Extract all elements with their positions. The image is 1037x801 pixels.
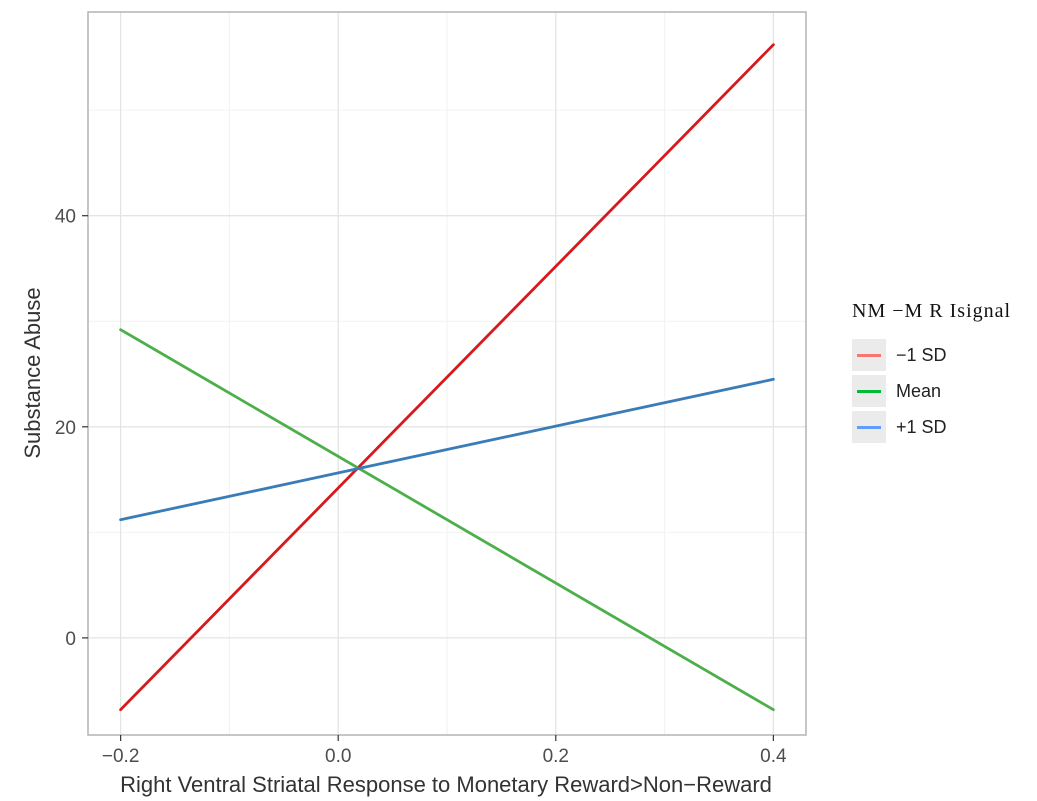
series-lines	[119, 43, 775, 712]
legend-swatch-line	[857, 353, 881, 357]
axes: −0.2 0.0 0.2 0.4 0 20 40	[55, 207, 787, 767]
grid	[88, 12, 806, 735]
y-tick-label: 20	[55, 418, 76, 439]
legend-swatch-line	[857, 425, 881, 429]
series-line	[119, 377, 775, 522]
legend-label: −1 SD	[896, 344, 947, 365]
x-tick-label: 0.4	[760, 746, 787, 767]
legend-item-mean: Mean	[852, 373, 1011, 409]
legend-title: NM −M R Isignal	[852, 300, 1012, 322]
x-tick-label: 0.0	[325, 746, 351, 767]
panel-border	[87, 11, 807, 736]
legend-item-minus-1sd: −1 SD	[852, 337, 1011, 373]
legend-label: Mean	[896, 380, 942, 401]
x-tick-label: −0.2	[102, 746, 140, 767]
legend: NM −M R Isignal −1 SD Mean +1 SD	[852, 300, 1011, 445]
y-tick-label: 0	[65, 629, 76, 650]
legend-key	[852, 339, 886, 371]
legend-item-plus-1sd: +1 SD	[852, 409, 1011, 445]
legend-key	[852, 411, 886, 443]
legend-label: +1 SD	[896, 416, 947, 437]
y-axis-title: Substance Abuse	[20, 287, 45, 458]
legend-swatch-line	[857, 389, 881, 393]
y-tick-label: 40	[55, 207, 76, 228]
series-line	[119, 43, 775, 712]
x-tick-label: 0.2	[543, 746, 569, 767]
legend-key	[852, 375, 886, 407]
x-axis-title: Right Ventral Striatal Response to Monet…	[120, 772, 772, 797]
series-line	[119, 328, 775, 712]
